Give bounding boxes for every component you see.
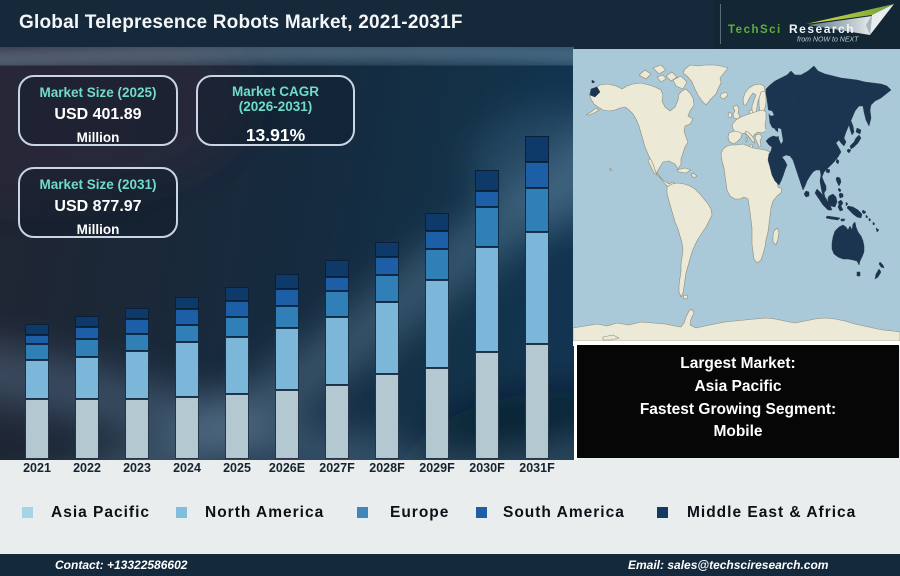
svg-text:TechSci: TechSci [728, 24, 782, 36]
svg-text:from NOW to NEXT: from NOW to NEXT [797, 37, 859, 44]
svg-text:Research: Research [789, 22, 855, 36]
